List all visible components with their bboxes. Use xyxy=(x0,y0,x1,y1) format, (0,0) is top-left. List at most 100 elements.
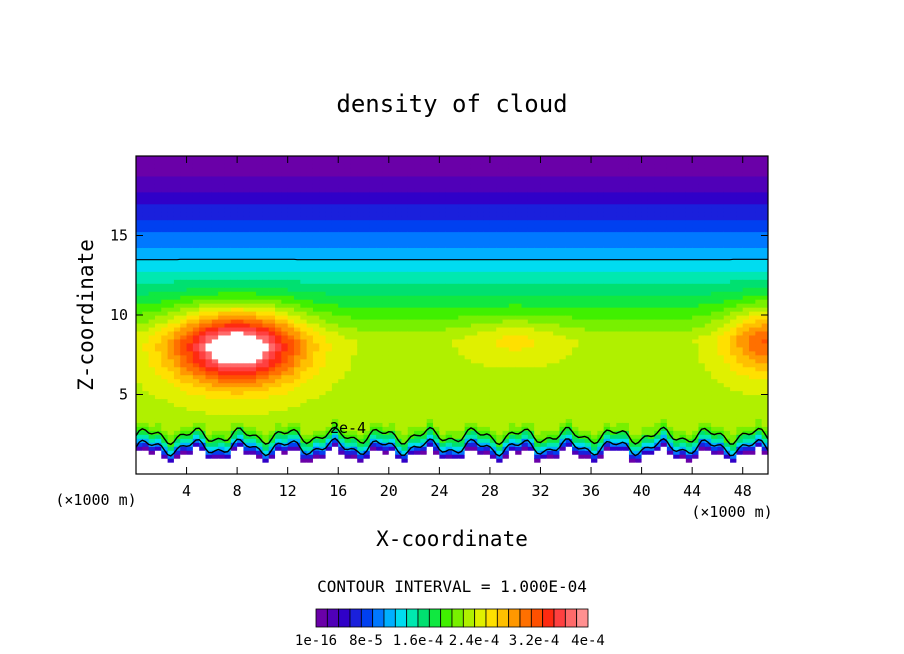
field-cell xyxy=(414,394,421,400)
field-cell xyxy=(294,231,301,237)
field-cell xyxy=(458,370,466,376)
field-cell xyxy=(452,350,459,356)
field-cell xyxy=(237,175,245,181)
field-cell xyxy=(325,171,333,177)
field-cell xyxy=(445,247,453,252)
field-cell xyxy=(407,191,415,197)
field-cell xyxy=(205,175,213,181)
field-cell xyxy=(458,267,466,272)
field-cell xyxy=(445,243,453,249)
field-cell xyxy=(142,378,150,384)
field-cell xyxy=(420,235,428,241)
field-cell xyxy=(154,259,162,264)
field-cell xyxy=(414,446,421,451)
field-cell xyxy=(433,275,440,280)
field-cell xyxy=(180,303,188,308)
field-cell xyxy=(464,215,472,221)
field-cell xyxy=(211,414,219,419)
field-cell xyxy=(224,171,232,177)
field-cell xyxy=(230,454,238,459)
field-cell xyxy=(154,462,162,467)
field-cell xyxy=(268,454,276,459)
field-cell xyxy=(376,466,384,471)
field-cell xyxy=(243,430,251,435)
field-cell xyxy=(515,466,523,471)
field-cell xyxy=(287,311,295,316)
field-cell xyxy=(148,307,156,312)
field-cell xyxy=(464,362,472,368)
field-cell xyxy=(445,287,453,292)
field-cell xyxy=(502,326,510,332)
field-cell xyxy=(331,163,339,169)
field-cell xyxy=(439,406,447,412)
field-cell xyxy=(211,430,219,435)
field-cell xyxy=(186,378,194,384)
field-cell xyxy=(407,267,415,272)
field-cell xyxy=(192,215,200,221)
field-cell xyxy=(287,263,295,268)
field-cell xyxy=(350,338,358,344)
field-cell xyxy=(218,394,226,400)
field-cell xyxy=(205,247,213,252)
field-cell xyxy=(300,362,308,368)
field-cell xyxy=(388,334,396,340)
field-cell xyxy=(192,454,200,459)
field-cell xyxy=(243,283,251,288)
field-cell xyxy=(433,315,440,320)
field-cell xyxy=(294,251,301,256)
field-cell xyxy=(237,187,245,193)
field-cell xyxy=(211,239,219,245)
field-cell xyxy=(319,275,327,280)
field-cell xyxy=(173,239,181,245)
field-cell xyxy=(433,235,440,241)
field-cell xyxy=(382,462,390,467)
field-cell xyxy=(414,175,421,181)
field-cell xyxy=(142,231,150,237)
field-cell xyxy=(369,414,377,419)
field-cell xyxy=(211,263,219,268)
field-cell xyxy=(275,374,282,380)
field-cell xyxy=(243,163,251,169)
field-cell xyxy=(142,159,150,165)
field-cell xyxy=(477,350,485,356)
field-cell xyxy=(281,235,289,241)
field-cell xyxy=(445,159,453,165)
field-cell xyxy=(224,362,232,368)
field-cell xyxy=(521,156,529,161)
field-cell xyxy=(369,267,377,272)
field-cell xyxy=(439,295,447,300)
field-cell xyxy=(508,175,516,181)
field-cell xyxy=(142,422,150,427)
field-cell xyxy=(357,311,365,316)
field-cell xyxy=(268,330,276,336)
field-cell xyxy=(489,231,497,237)
field-cell xyxy=(211,394,219,400)
field-cell xyxy=(527,454,535,459)
field-cell xyxy=(508,350,516,356)
field-cell xyxy=(483,291,491,296)
field-cell xyxy=(262,446,270,451)
field-cell xyxy=(357,251,365,256)
field-cell xyxy=(426,247,434,252)
field-cell xyxy=(148,426,156,431)
field-cell xyxy=(527,394,535,400)
field-cell xyxy=(344,255,352,260)
field-cell xyxy=(319,251,327,256)
field-cell xyxy=(249,338,257,344)
field-cell xyxy=(458,406,466,412)
field-cell xyxy=(186,199,194,205)
field-cell xyxy=(527,446,535,451)
field-cell xyxy=(496,191,504,197)
field-cell xyxy=(382,159,390,165)
field-cell xyxy=(211,223,219,229)
field-cell xyxy=(148,259,156,264)
field-cell xyxy=(376,366,384,372)
field-cell xyxy=(433,259,440,264)
field-cell xyxy=(521,386,529,392)
field-cell xyxy=(243,231,251,237)
field-cell xyxy=(300,199,308,205)
field-cell xyxy=(136,378,143,384)
field-cell xyxy=(521,446,529,451)
field-cell xyxy=(268,167,276,173)
field-cell xyxy=(230,458,238,463)
